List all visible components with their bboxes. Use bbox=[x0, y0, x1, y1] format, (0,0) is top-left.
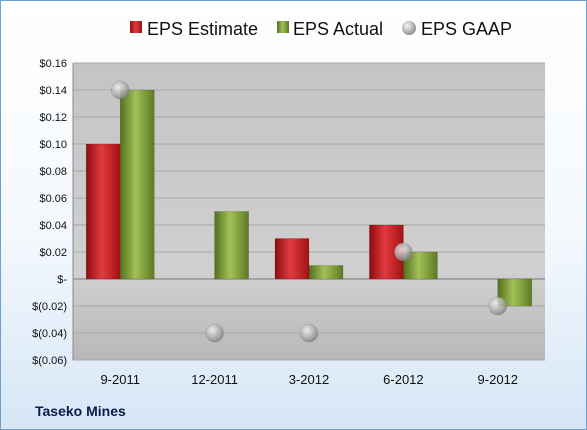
legend: EPS Estimate EPS Actual EPS GAAP bbox=[130, 19, 512, 39]
x-tick-label: 12-2011 bbox=[191, 372, 238, 387]
y-tick-label: $0.10 bbox=[39, 139, 67, 151]
x-tick-label: 3-2012 bbox=[289, 372, 329, 387]
y-tick-label: $(0.04) bbox=[32, 328, 67, 340]
bar-eps-estimate bbox=[85, 143, 121, 280]
marker-eps-gaap bbox=[299, 323, 319, 343]
legend-label-actual: EPS Actual bbox=[293, 19, 383, 39]
x-axis-ticks: 9-2011 12-2011 3-2012 6-2012 9-2012 bbox=[100, 372, 518, 387]
data-marks bbox=[85, 80, 533, 343]
legend-swatch-actual bbox=[277, 21, 289, 33]
company-name: Taseko Mines bbox=[35, 403, 126, 419]
y-tick-label: $0.08 bbox=[39, 166, 67, 178]
y-tick-label: $0.14 bbox=[39, 85, 67, 97]
legend-swatch-estimate bbox=[130, 21, 142, 33]
y-tick-label: $0.02 bbox=[39, 247, 67, 259]
y-tick-label: $0.16 bbox=[39, 58, 67, 70]
bar-eps-estimate bbox=[274, 238, 310, 280]
y-tick-label: $(0.02) bbox=[32, 301, 67, 313]
x-tick-label: 9-2012 bbox=[478, 372, 518, 387]
x-tick-label: 9-2011 bbox=[100, 372, 140, 387]
bar-eps-actual bbox=[214, 211, 249, 280]
y-tick-label: $0.06 bbox=[39, 193, 67, 205]
y-tick-label: $(0.06) bbox=[32, 355, 67, 367]
marker-eps-gaap bbox=[110, 80, 130, 100]
legend-label-estimate: EPS Estimate bbox=[147, 19, 258, 39]
legend-label-gaap: EPS GAAP bbox=[421, 19, 512, 39]
y-tick-label: $0.04 bbox=[39, 220, 67, 232]
x-tick-label: 6-2012 bbox=[383, 372, 423, 387]
marker-eps-gaap bbox=[205, 323, 224, 343]
marker-eps-gaap bbox=[394, 242, 413, 262]
bar-eps-actual bbox=[119, 89, 155, 280]
legend-swatch-gaap bbox=[402, 21, 416, 35]
y-axis-ticks: $0.16 $0.14 $0.12 $0.10 $0.08 $0.06 $0.04 $0.02… bbox=[32, 58, 67, 367]
bar-eps-actual bbox=[308, 265, 344, 280]
marker-eps-gaap bbox=[488, 296, 508, 316]
y-tick-label: $0.12 bbox=[39, 112, 67, 124]
y-tick-label: $- bbox=[57, 274, 67, 286]
